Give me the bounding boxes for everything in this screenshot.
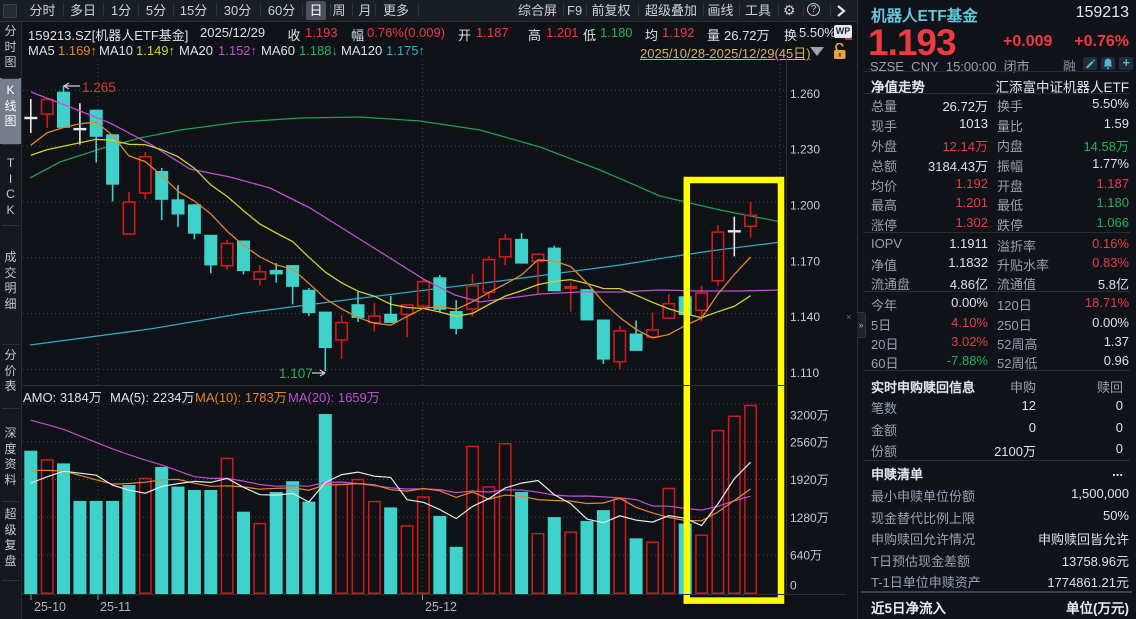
svg-text:1.260: 1.260 (790, 87, 820, 101)
svg-text:1.230: 1.230 (790, 143, 820, 157)
svg-text:0: 0 (790, 579, 797, 593)
svg-text:25-10: 25-10 (34, 600, 66, 614)
svg-text:1.110: 1.110 (790, 366, 819, 380)
svg-text:1.265: 1.265 (82, 80, 116, 95)
svg-text:25-12: 25-12 (425, 600, 457, 614)
svg-text:1.140: 1.140 (790, 310, 820, 324)
svg-text:25-11: 25-11 (100, 600, 131, 614)
svg-text:640万: 640万 (790, 549, 822, 563)
svg-text:1.200: 1.200 (790, 199, 820, 213)
svg-text:1280万: 1280万 (790, 511, 829, 525)
svg-text:1920万: 1920万 (790, 473, 829, 487)
svg-text:1.170: 1.170 (790, 254, 820, 268)
svg-text:2560万: 2560万 (790, 435, 829, 449)
svg-text:1.107: 1.107 (279, 366, 313, 381)
svg-text:3200万: 3200万 (790, 409, 829, 423)
